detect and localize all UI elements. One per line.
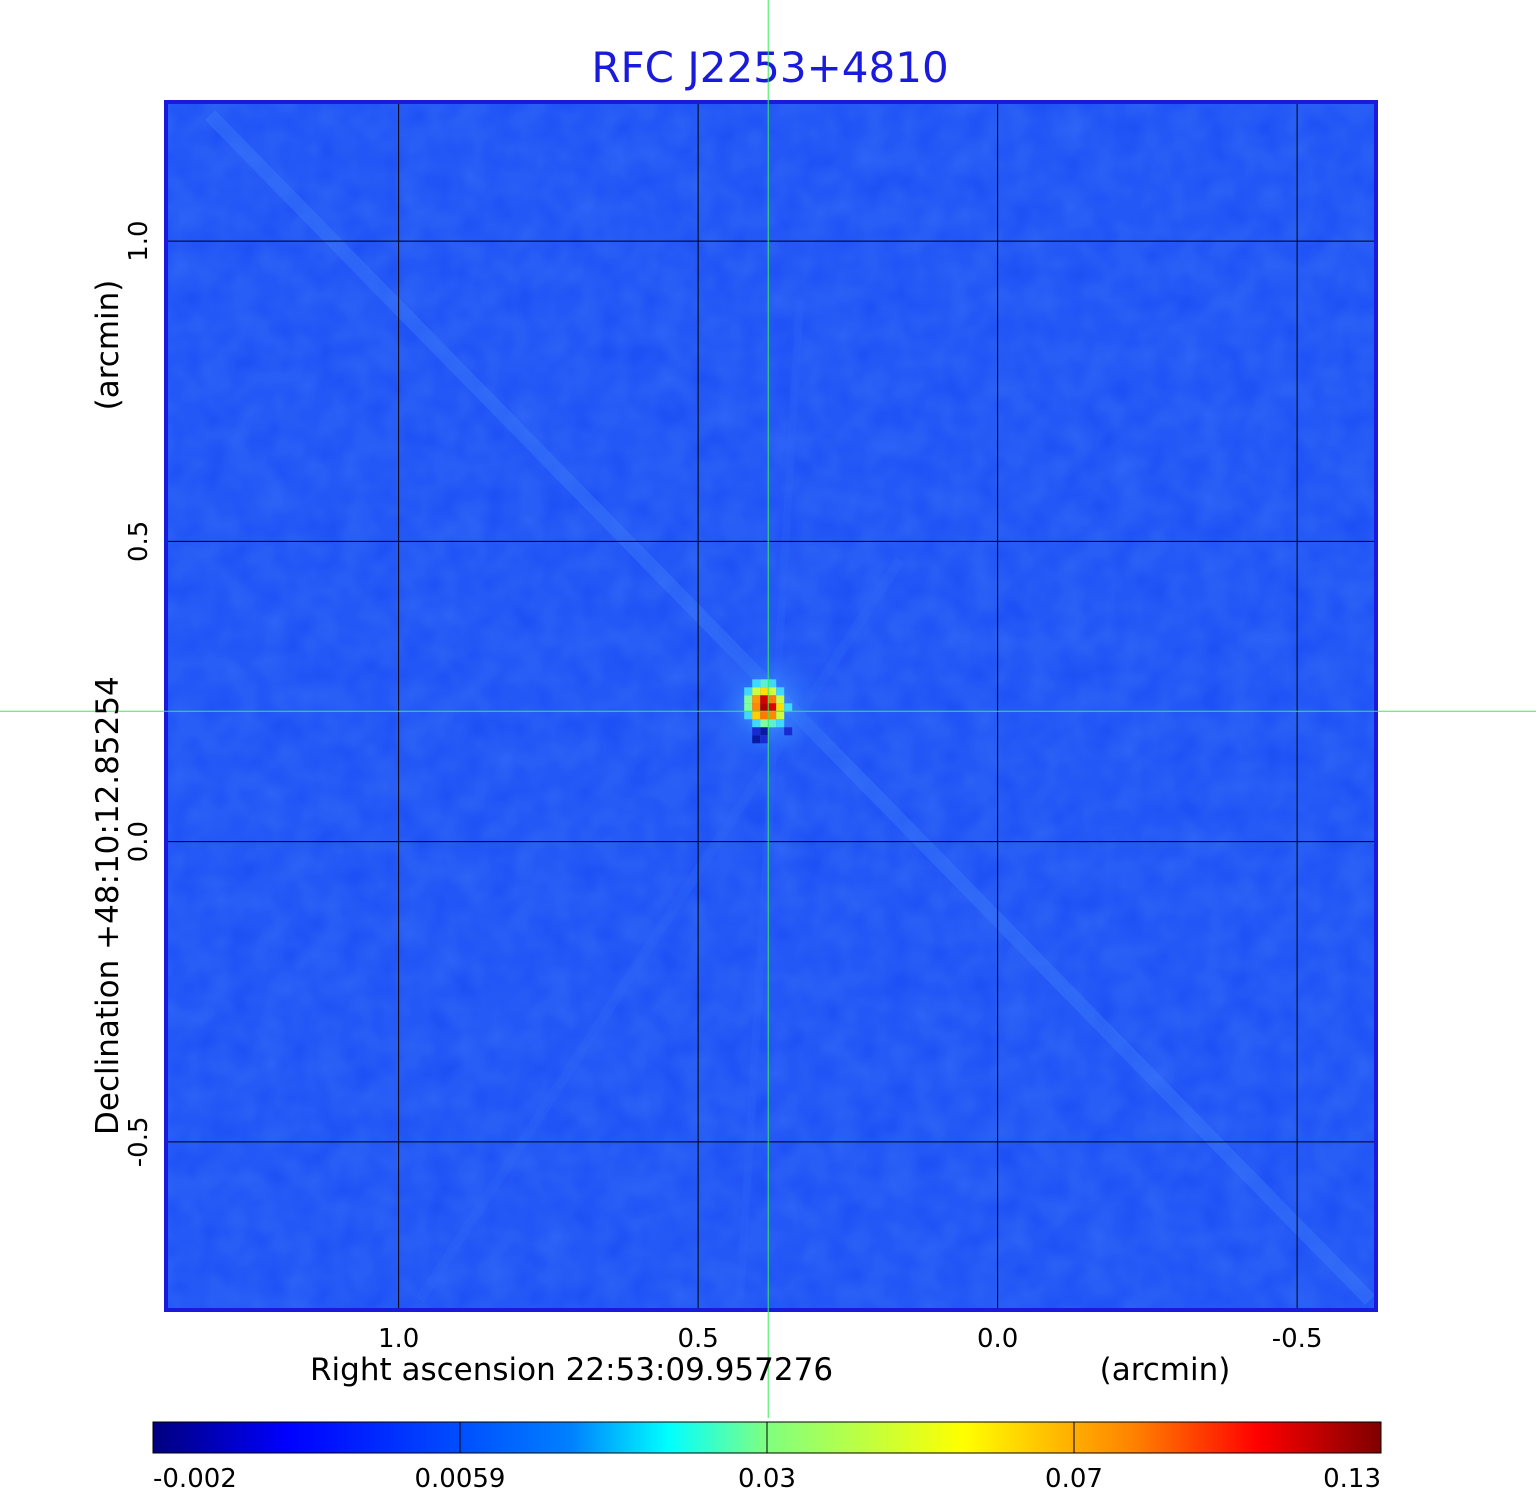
x-tick-label: -0.5 xyxy=(1272,1324,1323,1354)
source-pixel xyxy=(760,695,769,704)
source-pixel xyxy=(752,735,761,744)
source-pixel xyxy=(760,687,769,696)
x-tick-label: 0.0 xyxy=(977,1324,1018,1354)
y-tick-label: 0.5 xyxy=(124,521,154,562)
colorbar-tick-labels: -0.002 0.0059 0.03 0.07 0.13 xyxy=(152,1422,1382,1494)
y-axis-unit: (arcmin) xyxy=(90,280,126,411)
y-tick-labels: 1.0 0.5 0.0 -0.5 xyxy=(124,220,154,1167)
source-pixel xyxy=(776,719,785,728)
source-pixel xyxy=(768,703,777,712)
y-axis-label: Declination +48:10:12.85254 xyxy=(90,676,126,1135)
source-pixel xyxy=(776,711,785,720)
coordinate-grid xyxy=(168,103,1375,1310)
x-tick-label: 1.0 xyxy=(378,1324,419,1354)
x-tick-label: 0.5 xyxy=(677,1324,718,1354)
x-axis-label: Right ascension 22:53:09.957276 xyxy=(310,1352,833,1388)
source-pixel xyxy=(768,695,777,704)
source-pixel xyxy=(752,703,761,712)
y-tick-label: 1.0 xyxy=(124,220,154,261)
colorbar-tick-label: 0.13 xyxy=(1323,1464,1381,1494)
source-pixel xyxy=(752,719,761,728)
source-pixel xyxy=(744,711,753,720)
colorbar-tick-label: 0.0059 xyxy=(415,1464,506,1494)
y-tick-label: 0.0 xyxy=(124,821,154,862)
source-pixel xyxy=(760,735,769,744)
crosshair xyxy=(0,0,1536,1418)
chart-title: RFC J2253+4810 xyxy=(591,43,948,92)
colorbar-tick-label: 0.07 xyxy=(1045,1464,1103,1494)
image-plane xyxy=(164,100,1378,1312)
source-pixel xyxy=(760,703,769,712)
source-pixel xyxy=(768,711,777,720)
source-pixel xyxy=(776,687,785,696)
sidelobe-streak xyxy=(736,299,804,1301)
source-pixel xyxy=(744,703,753,712)
source-pixel xyxy=(768,679,777,688)
source-pixel xyxy=(752,679,761,688)
source-pixel xyxy=(760,727,769,736)
colorbar-tick-label: 0.03 xyxy=(738,1464,796,1494)
source-pixel xyxy=(744,687,753,696)
source-pixel xyxy=(760,711,769,720)
y-tick-label: -0.5 xyxy=(124,1116,154,1167)
source-pixel xyxy=(784,703,793,712)
source-pixel xyxy=(784,727,793,736)
source-pixel xyxy=(768,687,777,696)
colorbar: -0.002 0.0059 0.03 0.07 0.13 xyxy=(152,1421,1382,1494)
x-axis-unit: (arcmin) xyxy=(1100,1352,1231,1388)
source-pixel xyxy=(776,695,785,704)
source-pixel xyxy=(752,687,761,696)
plot-frame xyxy=(164,100,1378,1312)
source-pixel xyxy=(760,719,769,728)
source-pixel xyxy=(760,679,769,688)
source-pixel xyxy=(752,695,761,704)
source-core xyxy=(744,679,793,744)
source-pixel xyxy=(752,727,761,736)
source-pixel xyxy=(768,719,777,728)
source-pixel xyxy=(752,711,761,720)
x-tick-labels: 1.0 0.5 0.0 -0.5 xyxy=(378,1324,1323,1354)
source-pixel xyxy=(744,695,753,704)
source-pixel xyxy=(776,703,785,712)
colorbar-tick-label: -0.002 xyxy=(153,1464,237,1494)
